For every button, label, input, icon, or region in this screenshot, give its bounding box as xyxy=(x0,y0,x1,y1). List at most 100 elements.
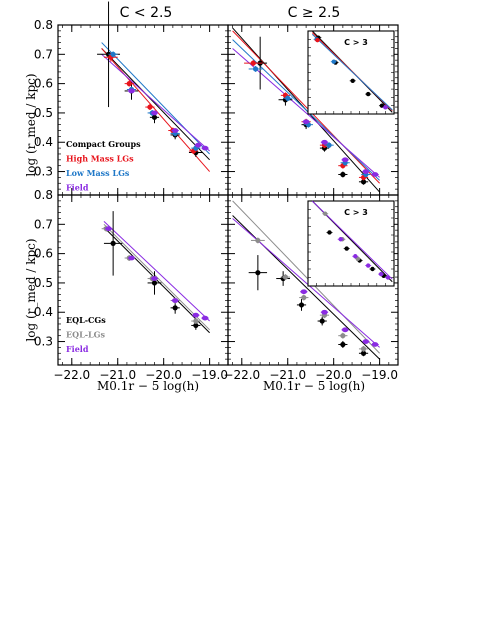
data-point-blue xyxy=(110,51,116,57)
inset-point-black xyxy=(379,103,385,108)
panel-title-left: C < 2.5 xyxy=(120,5,173,21)
data-point-red xyxy=(147,104,153,110)
data-point-purple xyxy=(362,339,370,344)
data-point-purple xyxy=(105,226,112,232)
y-tick-label: 0.6 xyxy=(34,247,53,261)
data-point-purple xyxy=(321,139,328,145)
legend-entry: Low Mass LGs xyxy=(66,168,130,178)
y-axis-label-bottom: log (r_med / kpc) xyxy=(24,238,38,341)
data-point-red xyxy=(250,60,256,66)
panel-2 xyxy=(227,24,399,196)
y-tick-label: 0.3 xyxy=(34,335,53,349)
data-point-purple xyxy=(151,110,158,116)
data-point-purple xyxy=(321,309,328,315)
x-tick-label: −21.0 xyxy=(99,368,136,382)
inset-panel: C > 3 xyxy=(307,200,395,287)
x-tick-label: −22.0 xyxy=(223,368,260,382)
inset-point-black xyxy=(350,78,355,84)
data-point-blue xyxy=(285,95,291,101)
data-point-black xyxy=(360,350,367,356)
x-tick-label: −22.0 xyxy=(53,368,90,382)
legend-entry: EQL-LGs xyxy=(66,330,105,340)
fit-line-purple xyxy=(103,221,210,322)
data-point-purple xyxy=(171,298,179,303)
inset-point-black xyxy=(370,266,375,272)
data-point-blue xyxy=(326,142,332,148)
y-tick-label: 0.8 xyxy=(34,18,53,32)
data-point-black xyxy=(319,318,325,324)
data-point-purple xyxy=(300,289,308,295)
x-tick-label: −20.0 xyxy=(315,368,352,382)
data-point-black xyxy=(193,322,199,329)
data-point-gray xyxy=(360,346,367,352)
data-point-purple xyxy=(341,157,349,163)
legend-entry: EQL-CGs xyxy=(66,315,106,325)
inset-title: C > 3 xyxy=(344,208,368,217)
y-tick-label: 0.7 xyxy=(34,47,53,61)
panel-frame xyxy=(227,194,399,366)
y-tick-label: 0.4 xyxy=(34,135,53,149)
fit-line-blue xyxy=(101,42,210,155)
inset-point-gray xyxy=(323,211,328,216)
data-point-purple xyxy=(194,142,202,148)
panels: 0.8 0.7 0.6 0.5 0.4 0.3 Compact Groups High Mas… xyxy=(34,1,399,382)
data-point-purple xyxy=(371,342,379,347)
data-point-gray xyxy=(193,318,199,324)
data-point-gray xyxy=(282,274,289,280)
y-tick-label: 0.3 xyxy=(34,165,53,179)
x-axis-label-left: M0.1r − 5 log(h) xyxy=(97,379,199,393)
y-tick-label: 0.5 xyxy=(34,276,53,290)
data-point-purple xyxy=(341,327,349,333)
data-point-purple xyxy=(201,315,209,321)
inset-point-red xyxy=(315,37,320,43)
data-point-black xyxy=(255,270,261,276)
inset-frame xyxy=(307,200,395,287)
data-point-purple xyxy=(302,119,310,125)
data-point-purple xyxy=(128,255,135,261)
data-point-black xyxy=(340,341,346,348)
inset-point-purple xyxy=(353,254,358,259)
data-point-black xyxy=(360,179,367,185)
x-axis-label-right: M0.1r − 5 log(h) xyxy=(263,379,365,393)
data-point-purple xyxy=(151,276,158,281)
data-point-purple xyxy=(201,145,209,151)
y-tick-label: 0.4 xyxy=(34,305,53,319)
x-tick-label: −19.0 xyxy=(191,368,228,382)
inset-fit-line xyxy=(311,33,393,111)
fit-line-red xyxy=(232,30,380,184)
x-tick-label: −21.0 xyxy=(269,368,306,382)
panel-4: −22.0 −21.0 −20.0 −19.0 xyxy=(223,194,399,382)
data-point-black xyxy=(151,280,158,286)
data-point-black xyxy=(172,305,178,311)
data-point-purple xyxy=(371,172,379,177)
inset-point-purple xyxy=(366,263,371,268)
inset-point-purple xyxy=(383,105,388,110)
panel-frame xyxy=(57,194,229,366)
data-point-gray xyxy=(340,333,346,339)
fit-line-purple xyxy=(101,53,210,152)
y-tick-label: 0.8 xyxy=(34,188,53,202)
panel-1: 0.8 0.7 0.6 0.5 0.4 0.3 Compact Groups High Mas… xyxy=(34,1,229,196)
legend-entry: Compact Groups xyxy=(66,139,141,149)
data-point-purple xyxy=(171,128,179,133)
inset-panel: C > 3 xyxy=(307,30,395,115)
data-point-gray xyxy=(301,294,307,301)
data-point-black xyxy=(110,240,116,246)
data-point-blue xyxy=(252,66,259,72)
inset-point-purple xyxy=(378,271,384,277)
inset-point-black xyxy=(344,246,349,251)
inset-point-black xyxy=(366,91,371,97)
fit-line-black xyxy=(101,48,210,161)
inset-point-black xyxy=(327,230,332,235)
data-point-black xyxy=(298,302,305,308)
data-point-purple xyxy=(362,169,370,174)
legend-entry: Field xyxy=(66,344,89,354)
data-point-black xyxy=(151,114,158,120)
y-tick-label: 0.5 xyxy=(34,106,53,120)
x-tick-label: −20.0 xyxy=(145,368,182,382)
y-tick-label: 0.6 xyxy=(34,77,53,91)
data-point-black xyxy=(340,171,346,178)
fit-line-gray xyxy=(232,200,380,354)
panel-3: 0.8 0.7 0.6 0.5 0.4 0.3 −22.0 −21.0 −20.0 −19.0 EQ… xyxy=(34,188,229,382)
